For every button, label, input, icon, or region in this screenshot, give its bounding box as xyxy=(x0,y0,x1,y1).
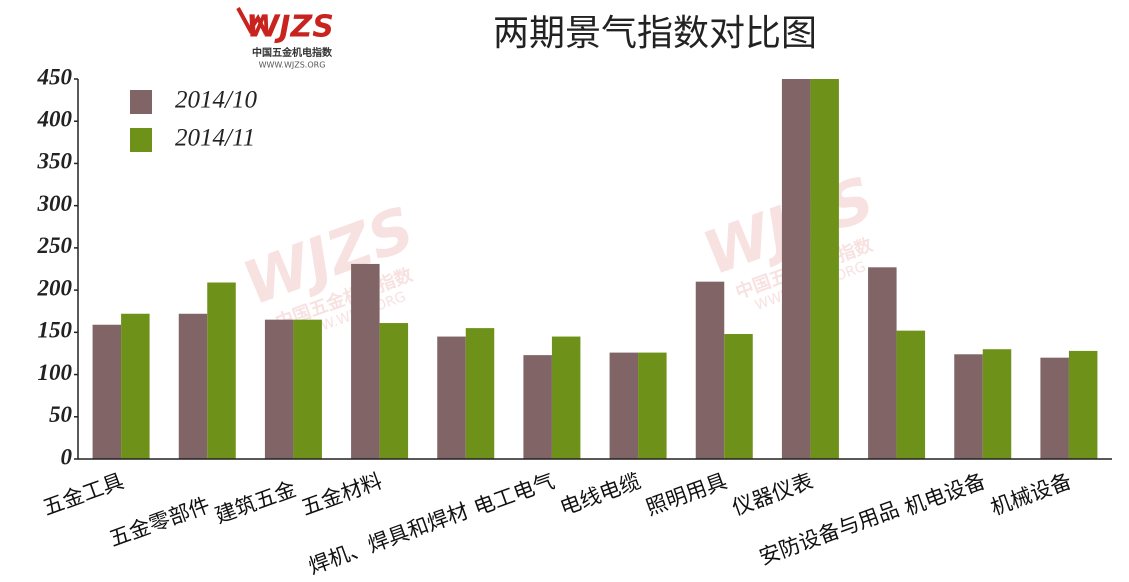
legend-swatch xyxy=(130,90,152,114)
x-tick-label: 仪器仪表 xyxy=(729,469,816,520)
bar xyxy=(695,281,725,459)
legend-label: 2014/10 xyxy=(175,87,257,114)
y-tick-label: 100 xyxy=(38,360,73,385)
bar xyxy=(810,79,839,459)
x-tick-label: 建筑五金 xyxy=(212,477,299,528)
x-tick-label: 电工电气 xyxy=(471,469,558,520)
bar xyxy=(954,354,983,459)
x-tick-label: 五金材料 xyxy=(298,469,385,520)
bar xyxy=(982,349,1012,459)
x-tick-label: 五金零部件 xyxy=(106,493,213,551)
logo-mark xyxy=(236,7,268,35)
bar xyxy=(638,352,667,459)
y-tick-label: 50 xyxy=(49,402,73,427)
chart-title: 两期景气指数对比图 xyxy=(493,13,817,54)
x-tick-label: 电线电缆 xyxy=(557,469,644,520)
y-tick-label: 450 xyxy=(37,64,73,89)
bar xyxy=(551,336,581,459)
bar xyxy=(523,355,552,459)
x-tick-label: 五金工具 xyxy=(40,469,127,520)
bar xyxy=(121,313,150,459)
x-tick-label: 照明用具 xyxy=(643,469,730,520)
x-tick-label: 机电设备 xyxy=(901,469,988,520)
bar xyxy=(178,313,208,459)
bar xyxy=(293,319,322,459)
bar xyxy=(781,79,811,459)
bar xyxy=(896,330,926,459)
x-tick-label: 机械设备 xyxy=(988,469,1075,520)
logo: WJZS 中国五金机电指数 WWW.WJZS.ORG xyxy=(236,7,334,70)
bar xyxy=(264,319,294,459)
y-tick-label: 200 xyxy=(37,275,73,300)
y-tick-label: 0 xyxy=(61,444,73,469)
y-tick-label: 300 xyxy=(37,191,73,216)
bar xyxy=(609,352,639,459)
legend-label: 2014/11 xyxy=(175,125,255,152)
bar xyxy=(868,267,897,459)
y-tick-label: 350 xyxy=(37,149,73,174)
bar xyxy=(1040,357,1069,459)
bar xyxy=(379,323,409,459)
y-tick-label: 400 xyxy=(37,107,73,132)
logo-brand: WJZS xyxy=(246,10,334,45)
bar xyxy=(207,282,236,459)
bar xyxy=(437,336,466,459)
bar xyxy=(1068,350,1098,459)
legend-swatch xyxy=(130,128,152,152)
bar xyxy=(92,324,122,459)
bar xyxy=(724,334,753,459)
logo-name: 中国五金机电指数 xyxy=(252,46,333,59)
y-tick-label: 150 xyxy=(38,318,73,343)
logo-url: WWW.WJZS.ORG xyxy=(259,61,326,70)
bar xyxy=(465,328,495,459)
x-tick-label: 安防设备与用品 xyxy=(756,497,902,570)
bar xyxy=(351,263,380,459)
y-tick-label: 250 xyxy=(37,233,73,258)
